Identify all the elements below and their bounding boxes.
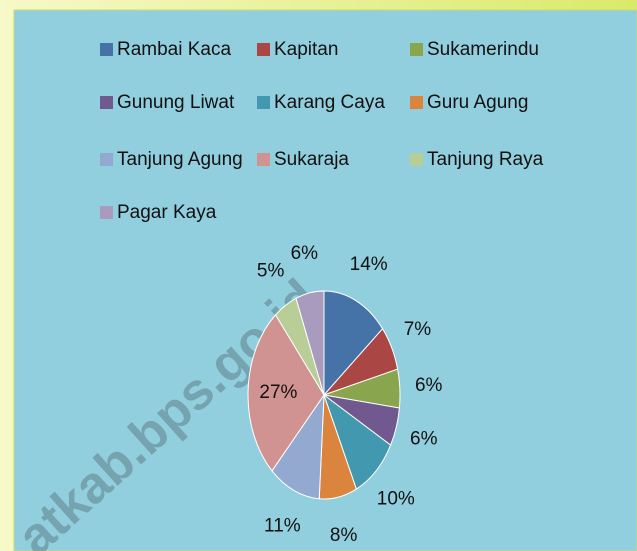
- legend-swatch: [410, 96, 423, 109]
- data-label: 11%: [264, 516, 301, 537]
- legend-swatch: [410, 43, 423, 56]
- legend-swatch: [257, 43, 270, 56]
- legend-label: Tanjung Raya: [427, 149, 544, 170]
- data-label: 14%: [350, 254, 388, 275]
- legend-label: Karang Caya: [274, 92, 385, 113]
- data-label: 8%: [330, 525, 358, 546]
- legend-swatch: [410, 153, 423, 166]
- legend-label: Sukaraja: [274, 149, 349, 170]
- legend-label: Tanjung Agung: [117, 149, 243, 170]
- data-label: 6%: [291, 243, 319, 264]
- legend-swatch: [100, 43, 113, 56]
- legend-label: Gunung Liwat: [117, 92, 235, 113]
- data-label: 27%: [259, 382, 297, 403]
- data-label: 6%: [415, 375, 443, 396]
- pie-slice: [247, 314, 325, 472]
- legend-swatch: [257, 153, 270, 166]
- legend-label: Guru Agung: [427, 92, 528, 113]
- pie-slice: [323, 290, 384, 397]
- legend-swatch: [100, 206, 113, 219]
- data-label: 5%: [257, 260, 285, 281]
- data-label: 10%: [377, 489, 415, 510]
- legend-label: Rambai Kaca: [117, 39, 231, 60]
- legend-label: Sukamerindu: [427, 39, 539, 60]
- legend-label: Kapitan: [274, 39, 338, 60]
- legend-swatch: [100, 96, 113, 109]
- legend-swatch: [257, 96, 270, 109]
- pie-slice: [295, 290, 325, 396]
- pie-slice: [271, 393, 325, 500]
- data-label: 7%: [404, 319, 432, 340]
- legend-swatch: [100, 153, 113, 166]
- legend-label: Pagar Kaya: [117, 202, 217, 223]
- data-label: 6%: [410, 428, 438, 449]
